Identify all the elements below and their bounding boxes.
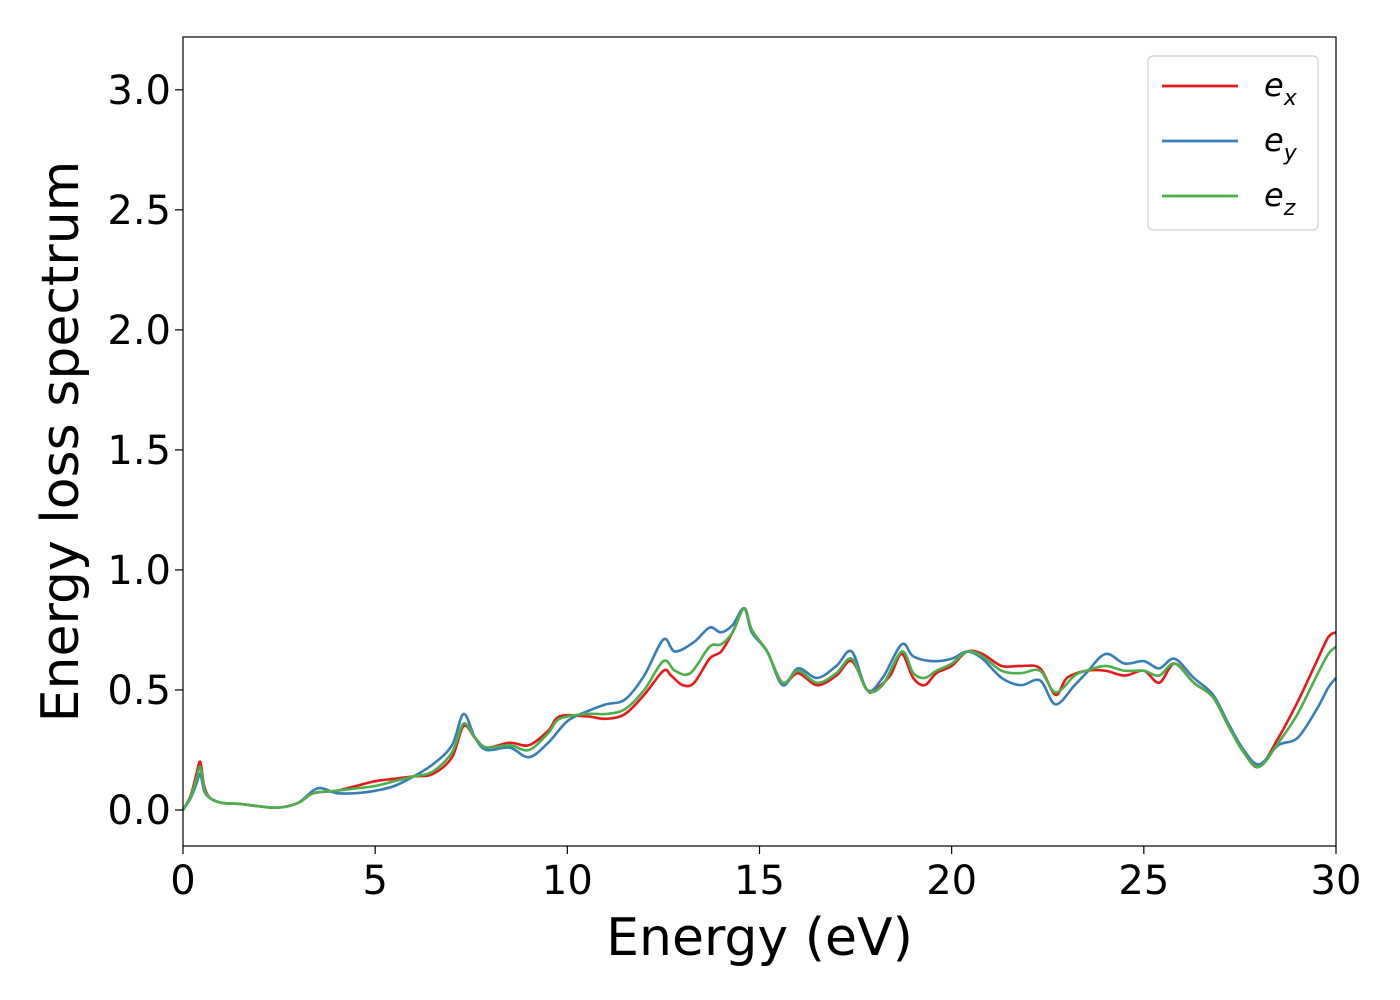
- legend-box: [1147, 55, 1319, 231]
- series-line-e-x: [181, 607, 1337, 811]
- series-line-e-y: [181, 607, 1338, 811]
- series-line-e-z: [181, 607, 1337, 811]
- x-tick-label: 30: [1311, 858, 1362, 904]
- y-tick-label: 2.5: [107, 188, 171, 234]
- x-tick-label: 15: [734, 858, 785, 904]
- x-tick-label: 10: [542, 858, 593, 904]
- y-axis-ticks: 0.0 0.5 1.0 1.5 2.0 2.5 3.0: [107, 68, 183, 834]
- legend-label-e-x: ex: [1264, 66, 1298, 111]
- series-layer: [181, 607, 1338, 811]
- y-tick-label: 3.0: [107, 68, 171, 114]
- y-tick-label: 0.0: [107, 788, 171, 834]
- y-tick-label: 2.0: [107, 308, 171, 354]
- x-tick-label: 5: [362, 858, 387, 904]
- legend-label-e-y: ey: [1264, 121, 1298, 166]
- x-tick-label: 25: [1118, 858, 1169, 904]
- y-tick-label: 1.5: [107, 428, 171, 474]
- plot-frame: [182, 36, 1337, 847]
- x-axis-label: Energy (eV): [606, 908, 913, 968]
- y-axis-label: Energy loss spectrum: [31, 161, 91, 723]
- legend-label-e-z: ez: [1264, 176, 1296, 221]
- y-tick-label: 0.5: [107, 668, 171, 714]
- legend: ex ey ez: [1147, 55, 1319, 231]
- x-tick-label: 20: [926, 858, 977, 904]
- x-tick-label: 0: [170, 858, 195, 904]
- y-tick-label: 1.0: [107, 548, 171, 594]
- x-axis-ticks: 0 5 10 15 20 25 30: [170, 846, 1361, 904]
